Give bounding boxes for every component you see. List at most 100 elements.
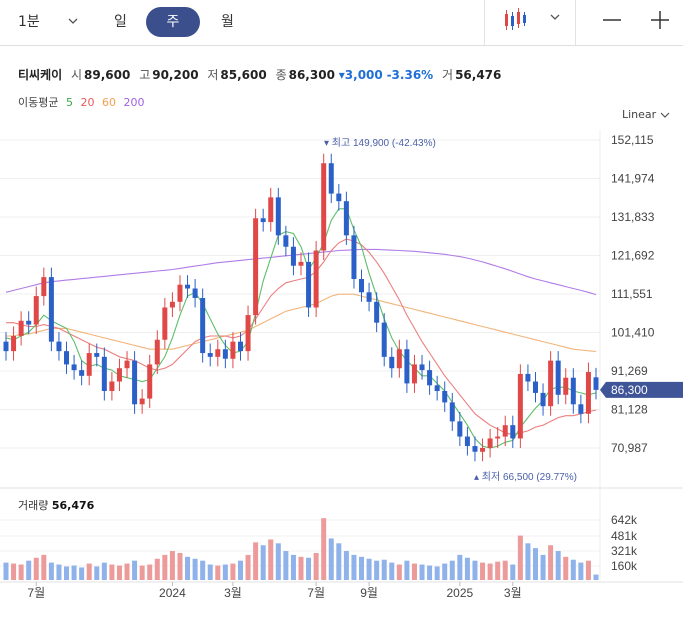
volume-bar — [328, 538, 334, 580]
volume-bar — [343, 551, 349, 580]
volume-bar — [570, 559, 576, 580]
candle — [230, 341, 236, 359]
volume-bar — [147, 564, 153, 580]
candle — [540, 392, 546, 407]
y-tick-label: 141,974 — [611, 172, 655, 186]
volume-bar — [351, 554, 357, 580]
candle — [442, 391, 448, 403]
candle — [177, 284, 183, 302]
volume-bar — [374, 560, 380, 580]
candle — [101, 356, 107, 392]
candle — [366, 292, 372, 302]
volume-bar — [116, 565, 122, 580]
chevron-down-icon — [68, 0, 78, 63]
ma-legend[interactable]: 이동평균 5 20 60 200 — [18, 94, 148, 110]
candle — [419, 364, 425, 371]
volume-tick-label: 160k — [611, 559, 638, 573]
y-tick-label: 91,269 — [611, 364, 648, 378]
volume-bar — [502, 560, 508, 580]
chart-type-select[interactable] — [500, 0, 560, 44]
candle — [532, 381, 538, 393]
volume-panel-label: 거래량 — [18, 499, 49, 512]
volume-bar — [517, 535, 523, 580]
candle — [290, 246, 296, 266]
candle — [192, 288, 198, 298]
scale-mode-select[interactable]: Linear — [622, 108, 670, 121]
candle — [480, 447, 486, 452]
volume-bar — [139, 565, 145, 580]
volume-bar — [472, 560, 478, 580]
volume-bar — [109, 564, 115, 580]
y-tick-label: 152,115 — [611, 133, 654, 147]
y-tick-label: 101,410 — [611, 326, 655, 340]
volume-bar — [366, 558, 372, 580]
scale-mode-label: Linear — [622, 108, 657, 121]
volume-tick-label: 321k — [611, 544, 638, 558]
toolbar: 1분 일 주 월 — [0, 0, 683, 46]
interval-label: 1분 — [18, 14, 40, 30]
candle — [374, 301, 380, 323]
y-tick-label: 121,692 — [611, 249, 655, 263]
candle — [200, 297, 206, 354]
candle — [237, 341, 243, 352]
low-annotation: ▴ 최저 66,500 (29.77%) — [474, 471, 577, 483]
zoom-in-button[interactable] — [648, 0, 672, 44]
volume-bar — [532, 548, 538, 580]
divider — [575, 0, 576, 46]
chevron-down-icon — [550, 14, 560, 20]
volume-bar — [510, 564, 516, 580]
volume-bar — [593, 574, 599, 580]
volume-bar — [132, 560, 138, 580]
candle — [525, 373, 531, 382]
open-value: 89,600 — [84, 68, 131, 82]
volume-bar — [3, 562, 9, 580]
volume-bar — [162, 554, 168, 580]
candle — [328, 163, 334, 194]
tab-day[interactable]: 일 — [114, 14, 127, 30]
candle — [169, 301, 175, 308]
volume-bar — [411, 563, 417, 580]
volume-bar — [11, 563, 17, 580]
tab-month[interactable]: 월 — [221, 14, 234, 30]
ma200-label: 200 — [123, 96, 145, 109]
divider — [484, 0, 485, 46]
candle — [260, 218, 266, 223]
candle — [64, 351, 70, 365]
volume-bar — [404, 560, 410, 580]
candle — [275, 197, 281, 236]
candlestick-icon — [505, 8, 560, 30]
candle — [578, 404, 584, 414]
volume-bar — [177, 552, 183, 580]
candle — [389, 356, 395, 369]
candle — [510, 425, 516, 439]
candle — [593, 377, 599, 390]
volume-bar — [48, 562, 54, 580]
candle — [396, 349, 402, 369]
volume-bar — [389, 562, 395, 580]
volume-bar — [71, 565, 77, 580]
volume-bar — [86, 563, 92, 580]
tab-week[interactable]: 주 — [146, 7, 200, 37]
high-label: 고 — [139, 68, 151, 82]
candle — [464, 436, 470, 447]
volume-panel-value: 56,476 — [51, 499, 95, 512]
candle — [472, 446, 478, 452]
volume-bar — [563, 556, 569, 580]
candle — [487, 438, 493, 448]
candle — [185, 284, 191, 289]
candle — [253, 218, 259, 316]
candle — [313, 250, 319, 308]
interval-select[interactable]: 1분 — [18, 0, 88, 44]
y-tick-label: 81,128 — [611, 403, 648, 417]
volume-bar — [268, 539, 274, 580]
candle — [411, 364, 417, 384]
volume-bar — [457, 554, 463, 580]
candle — [207, 353, 213, 357]
candle — [359, 279, 365, 293]
candle — [563, 377, 569, 395]
zoom-out-button[interactable] — [600, 0, 624, 44]
candle — [124, 360, 130, 369]
candle — [427, 370, 433, 386]
volume-bar — [548, 545, 554, 580]
